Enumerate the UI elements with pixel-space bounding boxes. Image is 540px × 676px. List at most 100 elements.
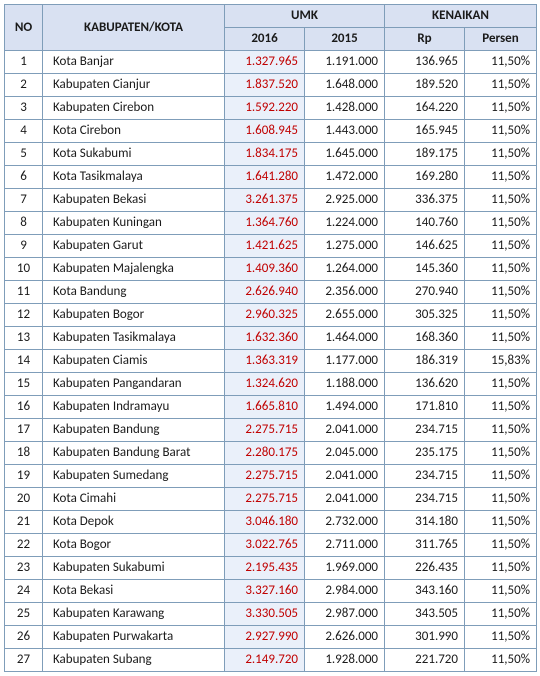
cell-u15: 1.648.000 <box>305 74 385 97</box>
cell-u15: 1.224.000 <box>305 212 385 235</box>
cell-kk: Kota Bekasi <box>43 580 225 603</box>
cell-u16: 1.608.945 <box>225 120 305 143</box>
cell-pct: 11,50% <box>465 189 537 212</box>
table-row: 23Kabupaten Sukabumi2.195.4351.969.00022… <box>5 557 537 580</box>
cell-kk: Kabupaten Bogor <box>43 304 225 327</box>
cell-u15: 1.443.000 <box>305 120 385 143</box>
cell-no: 20 <box>5 488 43 511</box>
cell-no: 10 <box>5 258 43 281</box>
cell-no: 23 <box>5 557 43 580</box>
cell-kk: Kota Cirebon <box>43 120 225 143</box>
cell-u16: 1.837.520 <box>225 74 305 97</box>
cell-u16: 3.022.765 <box>225 534 305 557</box>
cell-no: 17 <box>5 419 43 442</box>
table-row: 19Kabupaten Sumedang2.275.7152.041.00023… <box>5 465 537 488</box>
cell-kk: Kabupaten Garut <box>43 235 225 258</box>
cell-no: 8 <box>5 212 43 235</box>
col-kk: KABUPATEN/KOTA <box>43 5 225 51</box>
cell-rp: 140.760 <box>385 212 465 235</box>
cell-rp: 168.360 <box>385 327 465 350</box>
cell-rp: 145.360 <box>385 258 465 281</box>
cell-rp: 189.175 <box>385 143 465 166</box>
cell-pct: 11,50% <box>465 258 537 281</box>
col-umk-2015: 2015 <box>305 28 385 51</box>
table-row: 10Kabupaten Majalengka1.409.3601.264.000… <box>5 258 537 281</box>
cell-kk: Kabupaten Purwakarta <box>43 626 225 649</box>
cell-kk: Kota Depok <box>43 511 225 534</box>
table-row: 13Kabupaten Tasikmalaya1.632.3601.464.00… <box>5 327 537 350</box>
cell-kk: Kabupaten Sukabumi <box>43 557 225 580</box>
cell-pct: 11,50% <box>465 511 537 534</box>
cell-pct: 11,50% <box>465 534 537 557</box>
cell-u16: 1.421.625 <box>225 235 305 258</box>
cell-u16: 3.327.160 <box>225 580 305 603</box>
table-body: 1Kota Banjar1.327.9651.191.000136.96511,… <box>5 51 537 672</box>
table-row: 15Kabupaten Pangandaran1.324.6201.188.00… <box>5 373 537 396</box>
cell-kk: Kabupaten Cirebon <box>43 97 225 120</box>
cell-rp: 164.220 <box>385 97 465 120</box>
cell-u15: 2.356.000 <box>305 281 385 304</box>
col-kenaikan-persen: Persen <box>465 28 537 51</box>
cell-kk: Kota Bogor <box>43 534 225 557</box>
cell-pct: 11,50% <box>465 74 537 97</box>
cell-u15: 2.732.000 <box>305 511 385 534</box>
cell-rp: 226.435 <box>385 557 465 580</box>
cell-pct: 11,50% <box>465 419 537 442</box>
cell-u15: 1.264.000 <box>305 258 385 281</box>
cell-no: 18 <box>5 442 43 465</box>
table-row: 22Kota Bogor3.022.7652.711.000311.76511,… <box>5 534 537 557</box>
cell-u15: 2.045.000 <box>305 442 385 465</box>
table-row: 17Kabupaten Bandung2.275.7152.041.000234… <box>5 419 537 442</box>
table-row: 11Kota Bandung2.626.9402.356.000270.9401… <box>5 281 537 304</box>
col-umk-2016: 2016 <box>225 28 305 51</box>
cell-u15: 1.494.000 <box>305 396 385 419</box>
col-umk: UMK <box>225 5 385 28</box>
cell-rp: 234.715 <box>385 419 465 442</box>
cell-pct: 11,50% <box>465 603 537 626</box>
cell-u16: 2.195.435 <box>225 557 305 580</box>
cell-no: 11 <box>5 281 43 304</box>
cell-no: 26 <box>5 626 43 649</box>
cell-kk: Kabupaten Pangandaran <box>43 373 225 396</box>
cell-pct: 11,50% <box>465 281 537 304</box>
cell-u16: 1.641.280 <box>225 166 305 189</box>
cell-u16: 2.275.715 <box>225 419 305 442</box>
cell-no: 3 <box>5 97 43 120</box>
cell-rp: 270.940 <box>385 281 465 304</box>
cell-u15: 2.626.000 <box>305 626 385 649</box>
cell-no: 13 <box>5 327 43 350</box>
cell-kk: Kota Cimahi <box>43 488 225 511</box>
cell-pct: 11,50% <box>465 442 537 465</box>
cell-u16: 1.665.810 <box>225 396 305 419</box>
table-row: 20Kota Cimahi2.275.7152.041.000234.71511… <box>5 488 537 511</box>
cell-u16: 2.275.715 <box>225 465 305 488</box>
cell-rp: 311.765 <box>385 534 465 557</box>
cell-rp: 169.280 <box>385 166 465 189</box>
table-header: NO KABUPATEN/KOTA UMK KENAIKAN 2016 2015… <box>5 5 537 51</box>
cell-u15: 2.041.000 <box>305 419 385 442</box>
cell-u15: 1.275.000 <box>305 235 385 258</box>
cell-u16: 1.327.965 <box>225 51 305 74</box>
cell-u16: 1.324.620 <box>225 373 305 396</box>
cell-rp: 136.620 <box>385 373 465 396</box>
table-row: 12Kabupaten Bogor2.960.3252.655.000305.3… <box>5 304 537 327</box>
cell-u15: 2.711.000 <box>305 534 385 557</box>
cell-pct: 11,50% <box>465 649 537 672</box>
cell-u16: 2.626.940 <box>225 281 305 304</box>
cell-no: 25 <box>5 603 43 626</box>
cell-u15: 2.655.000 <box>305 304 385 327</box>
umk-table: NO KABUPATEN/KOTA UMK KENAIKAN 2016 2015… <box>4 4 537 672</box>
cell-pct: 11,50% <box>465 143 537 166</box>
col-kenaikan-rp: Rp <box>385 28 465 51</box>
cell-rp: 146.625 <box>385 235 465 258</box>
cell-u15: 1.428.000 <box>305 97 385 120</box>
cell-u15: 2.041.000 <box>305 465 385 488</box>
cell-u15: 2.041.000 <box>305 488 385 511</box>
cell-kk: Kabupaten Majalengka <box>43 258 225 281</box>
cell-u15: 1.464.000 <box>305 327 385 350</box>
cell-u15: 2.925.000 <box>305 189 385 212</box>
cell-pct: 11,50% <box>465 97 537 120</box>
cell-u16: 2.149.720 <box>225 649 305 672</box>
cell-rp: 314.180 <box>385 511 465 534</box>
cell-no: 6 <box>5 166 43 189</box>
